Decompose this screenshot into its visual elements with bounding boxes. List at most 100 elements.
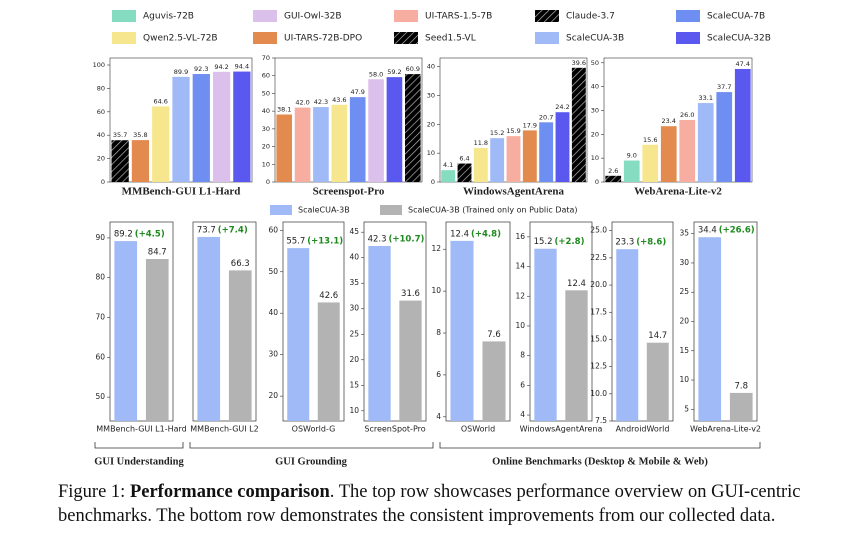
- value-label: 24.2: [555, 103, 569, 111]
- value-label: 23.3: [615, 238, 634, 248]
- value-label: 73.7: [197, 225, 216, 235]
- y-tick-label: 14: [515, 262, 525, 271]
- y-tick-label: 30: [591, 106, 599, 114]
- value-label: 58.0: [369, 70, 383, 78]
- value-label: 64.6: [153, 97, 167, 105]
- value-label: 84.7: [148, 248, 167, 258]
- y-tick-label: 20: [268, 391, 278, 400]
- y-tick-label: 50: [95, 392, 105, 401]
- y-tick-label: 10: [679, 375, 689, 384]
- value-label: 15.2: [490, 129, 504, 137]
- y-tick-label: 40: [97, 131, 105, 139]
- bar: [192, 74, 210, 182]
- x-axis-label: OSWorld-G: [292, 425, 336, 434]
- value-label: 43.6: [332, 96, 346, 104]
- y-tick-label: 4: [436, 412, 441, 421]
- x-axis-label: MMBench-GUI L2: [190, 425, 258, 434]
- y-tick-label: 6: [520, 380, 525, 389]
- gain-label: (+8.6): [636, 238, 666, 248]
- value-label: 17.9: [523, 121, 537, 129]
- legend-label: ScaleCUA-3B: [298, 206, 350, 215]
- legend-swatch: [535, 10, 559, 22]
- chart-figure: GUI Understanding GUI Grounding Online B…: [93, 10, 771, 467]
- plot-frame: [274, 57, 423, 183]
- value-label: 89.2: [114, 230, 133, 240]
- legend-label: Aguvis-72B: [143, 12, 194, 22]
- bar: [660, 126, 677, 182]
- y-tick-label: 0: [266, 178, 270, 186]
- legend-swatch: [270, 205, 292, 215]
- y-tick-label: 12: [515, 291, 525, 300]
- bar: [145, 259, 169, 421]
- value-label: 89.9: [174, 68, 188, 76]
- y-tick-label: 40: [427, 63, 435, 71]
- plot-frame: [445, 221, 511, 422]
- chart-title: Screenspot-Pro: [313, 186, 385, 198]
- y-tick-label: 70: [262, 54, 270, 62]
- plot-frame: [603, 57, 753, 183]
- x-axis-label: MMBench-GUI L1-Hard: [96, 425, 186, 434]
- y-tick-label: 30: [262, 125, 270, 133]
- value-label: 60.9: [406, 65, 420, 73]
- y-tick-label: 40: [591, 83, 599, 91]
- y-tick-label: 16: [515, 232, 525, 241]
- gain-label: (+7.4): [218, 225, 248, 235]
- legend-label: ScaleCUA-3B: [566, 34, 624, 44]
- plot-frame: [282, 221, 345, 422]
- plot-frame: [109, 221, 174, 422]
- y-tick-label: 50: [268, 267, 278, 276]
- y-tick-label: 25: [349, 329, 359, 338]
- y-tick-label: 10: [515, 321, 525, 330]
- value-label: 66.3: [231, 259, 250, 269]
- x-axis-label: OSWorld: [461, 425, 495, 434]
- value-label: 38.1: [277, 106, 291, 114]
- legend-label: Seed1.5-VL: [425, 34, 476, 44]
- value-label: 35.8: [133, 131, 147, 139]
- y-tick-label: 15: [679, 346, 689, 355]
- y-tick-label: 15: [349, 380, 359, 389]
- y-tick-label: 20: [262, 143, 270, 151]
- y-tick-label: 30: [427, 91, 435, 99]
- bar: [331, 104, 348, 182]
- bar: [276, 114, 292, 182]
- bar: [697, 103, 714, 182]
- y-tick-label: 30: [349, 304, 359, 313]
- y-tick-label: 25.0: [590, 226, 607, 235]
- value-label: 47.9: [350, 88, 364, 96]
- y-tick-label: 4: [520, 410, 525, 419]
- y-tick-label: 10: [591, 154, 599, 162]
- y-tick-label: 6: [436, 370, 441, 379]
- bar: [473, 147, 488, 182]
- value-label: 34.4: [698, 226, 717, 236]
- bar: [646, 342, 669, 421]
- caption-label: Figure 1:: [58, 482, 126, 502]
- value-label: 6.4: [459, 155, 469, 163]
- bar: [534, 248, 557, 421]
- value-label: 15.9: [506, 127, 520, 135]
- y-tick-label: 10: [349, 406, 359, 415]
- x-axis-label: ScreenSpot-Pro: [364, 425, 425, 434]
- gain-label: (+4.5): [135, 230, 165, 240]
- value-label: 47.4: [736, 60, 750, 68]
- legend-label: UI-TARS-1.5-7B: [425, 12, 492, 22]
- bar: [490, 138, 505, 182]
- y-tick-label: 80: [97, 84, 105, 92]
- bar: [450, 240, 474, 421]
- bar: [616, 249, 639, 421]
- y-tick-label: 12.5: [590, 362, 607, 371]
- value-label: 59.2: [387, 68, 401, 76]
- y-tick-label: 10: [262, 160, 270, 168]
- value-label: 14.7: [648, 331, 667, 341]
- y-tick-label: 25: [679, 287, 689, 296]
- value-label: 9.0: [627, 152, 637, 160]
- bar: [623, 160, 640, 182]
- y-tick-label: 100: [93, 61, 105, 69]
- plot-frame: [611, 221, 674, 422]
- bar: [287, 248, 310, 421]
- y-tick-label: 20: [349, 355, 359, 364]
- value-label: 37.7: [717, 83, 731, 91]
- y-tick-label: 15.0: [590, 334, 607, 343]
- legend-swatch: [676, 10, 700, 22]
- legend-swatch: [394, 32, 418, 44]
